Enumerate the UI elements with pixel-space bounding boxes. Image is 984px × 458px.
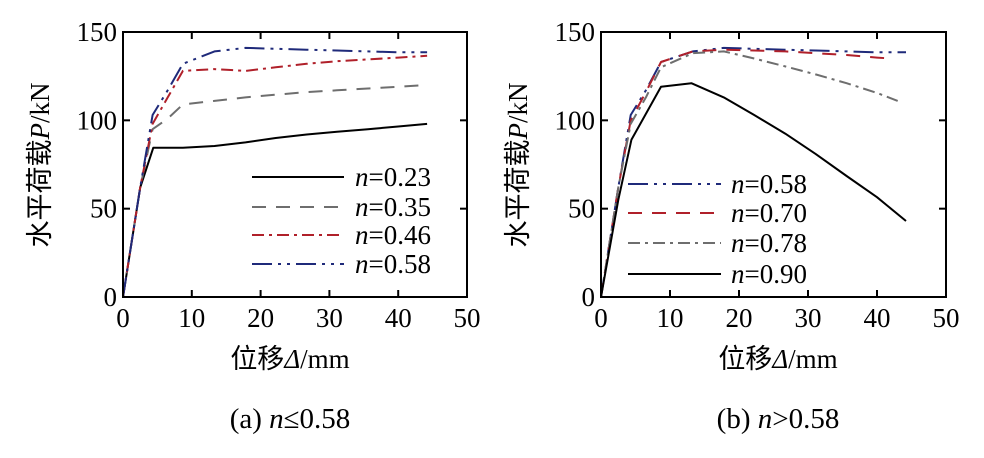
panel-a-series-line-n-0-46 [122, 54, 428, 298]
panel-b: 0 10 20 30 40 50 0 50 100 150 n=0.58n=0.70n=0.78n… [503, 17, 960, 435]
panel-b-x-tick-label: 50 [933, 303, 960, 333]
panel-b-ticks [601, 32, 946, 297]
panel-b-x-tick-label: 40 [864, 303, 891, 333]
panel-a-y-tick-label: 0 [104, 282, 118, 312]
panel-a-legend-label: n=0.58 [355, 249, 431, 279]
panel-a-x-tick-label: 0 [116, 303, 130, 333]
panel-a-legend-label: n=0.35 [355, 192, 431, 222]
panel-a-x-axis-label: 位移Δ/mm [230, 344, 349, 374]
panel-b-caption: (b) n>0.58 [717, 403, 840, 435]
panel-a-legend-label: n=0.46 [355, 220, 431, 250]
panel-a-y-tick-label: 150 [77, 17, 118, 47]
panel-a-tick-labels: 0 10 20 30 40 50 0 50 100 150 [77, 17, 481, 333]
panel-b-series-line-n-0-78 [600, 50, 899, 298]
panel-a-series-group [122, 46, 428, 298]
panel-a-plot-frame [122, 31, 468, 298]
panel-b-y-tick-label: 0 [582, 282, 596, 312]
panel-a-ticks [123, 32, 467, 297]
panel-b-x-axis-label: 位移Δ/mm [718, 344, 837, 374]
panel-b-legend-label: n=0.58 [731, 169, 807, 199]
panel-a-caption: (a) n≤0.58 [230, 403, 351, 435]
panel-b-series-line-n-0-58 [600, 46, 906, 298]
panel-a-x-tick-label: 10 [178, 303, 205, 333]
panel-b-x-tick-label: 0 [594, 303, 608, 333]
panel-b-y-tick-label: 150 [555, 17, 596, 47]
panel-a-x-tick-label: 20 [247, 303, 274, 333]
panel-b-legend: n=0.58n=0.70n=0.78n=0.90 [628, 169, 807, 289]
panel-a-series-line-n-0-35 [122, 84, 428, 298]
panel-b-series-group [600, 46, 907, 298]
panel-b-y-tick-label: 50 [568, 194, 595, 224]
panel-a-y-axis-label: 水平荷载P/kN [25, 83, 55, 248]
panel-b-legend-label: n=0.70 [731, 198, 807, 228]
panel-b-series-line-n-0-70 [600, 48, 891, 298]
panel-a-x-tick-label: 40 [385, 303, 412, 333]
panel-b-tick-labels: 0 10 20 30 40 50 0 50 100 150 [555, 17, 960, 333]
panel-b-x-tick-label: 30 [795, 303, 822, 333]
panel-a-series-line-n-0-23 [122, 122, 428, 298]
panel-a-series-line-n-0-58 [122, 46, 428, 298]
panel-b-x-tick-label: 10 [657, 303, 684, 333]
panel-b-plot-frame [600, 31, 947, 298]
panel-a: 0 10 20 30 40 50 0 50 100 150 n=0.23n=0.35n=0.46n… [25, 17, 481, 435]
panel-b-y-tick-label: 100 [555, 105, 596, 135]
panel-a-x-tick-label: 50 [454, 303, 481, 333]
panel-b-series-line-n-0-90 [600, 82, 907, 298]
panel-a-legend-label: n=0.23 [355, 162, 431, 192]
panel-b-y-axis-label: 水平荷载P/kN [503, 83, 533, 248]
panel-a-y-tick-label: 50 [90, 194, 117, 224]
panel-b-legend-label: n=0.90 [731, 259, 807, 289]
panel-a-y-tick-label: 100 [77, 105, 118, 135]
panel-a-x-tick-label: 30 [316, 303, 343, 333]
panel-b-x-tick-label: 20 [726, 303, 753, 333]
panel-a-legend: n=0.23n=0.35n=0.46n=0.58 [252, 162, 431, 279]
panel-b-legend-label: n=0.78 [731, 228, 807, 258]
